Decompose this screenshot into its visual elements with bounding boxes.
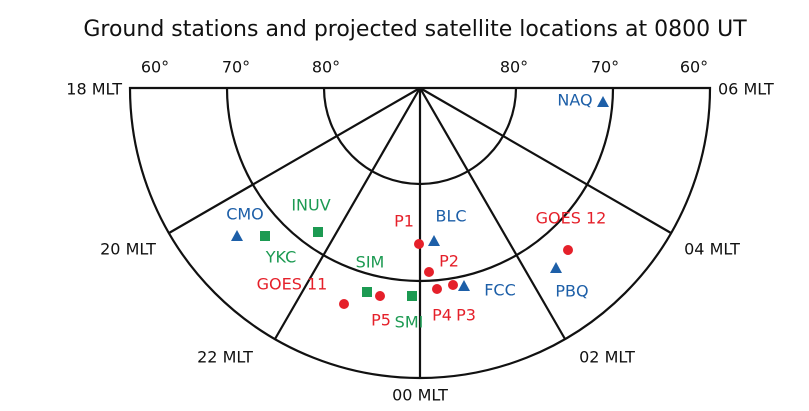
station-marker: [313, 227, 323, 237]
marker-label: FCC: [484, 281, 516, 300]
marker-label: PBQ: [555, 282, 588, 301]
mlt-label: 20 MLT: [100, 240, 156, 259]
marker-label: CMO: [226, 205, 264, 224]
mlt-label: 00 MLT: [392, 386, 448, 405]
marker-label: INUV: [291, 196, 330, 215]
mlt-label: 22 MLT: [197, 348, 253, 367]
marker-label: GOES 11: [257, 275, 328, 294]
marker-label: SIM: [356, 253, 385, 272]
marker-label: P5: [371, 311, 391, 330]
marker-label: SMI: [395, 313, 424, 332]
satellite-marker: [448, 280, 458, 290]
radial-line: [419, 87, 672, 234]
satellite-marker: [375, 291, 385, 301]
latitude-label: 70°: [222, 58, 250, 77]
marker-label: GOES 12: [536, 209, 607, 228]
latitude-label: 80°: [312, 58, 340, 77]
latitude-label: 60°: [680, 58, 708, 77]
mlt-label: 18 MLT: [66, 80, 122, 99]
station-marker: [407, 291, 417, 301]
satellite-marker: [339, 299, 349, 309]
radial-line: [168, 87, 421, 234]
latitude-label: 80°: [500, 58, 528, 77]
mlt-label: 02 MLT: [579, 348, 635, 367]
station-marker: [428, 235, 440, 246]
mlt-label: 04 MLT: [684, 240, 740, 259]
satellite-marker: [563, 245, 573, 255]
title: Ground stations and projected satellite …: [83, 17, 747, 42]
marker-label: P2: [439, 252, 459, 271]
station-marker: [597, 96, 609, 107]
marker-label: BLC: [435, 207, 466, 226]
marker-label: YKC: [265, 248, 297, 267]
station-marker: [550, 262, 562, 273]
marker-label: P4: [432, 306, 452, 325]
marker-label: P3: [456, 306, 476, 325]
satellite-marker: [414, 239, 424, 249]
outer-ring: [128, 86, 712, 380]
radial-line: [419, 87, 566, 340]
station-marker: [260, 231, 270, 241]
mlt-label: 06 MLT: [718, 80, 774, 99]
marker-label: NAQ: [557, 91, 592, 110]
radial-line: [274, 87, 421, 340]
satellite-marker: [432, 284, 442, 294]
polar-grid: [128, 86, 712, 380]
satellite-marker: [424, 267, 434, 277]
latitude-label: 60°: [141, 58, 169, 77]
station-marker: [362, 287, 372, 297]
station-marker: [458, 280, 470, 291]
station-marker: [231, 230, 243, 241]
marker-label: P1: [394, 212, 414, 231]
latitude-label: 70°: [591, 58, 619, 77]
